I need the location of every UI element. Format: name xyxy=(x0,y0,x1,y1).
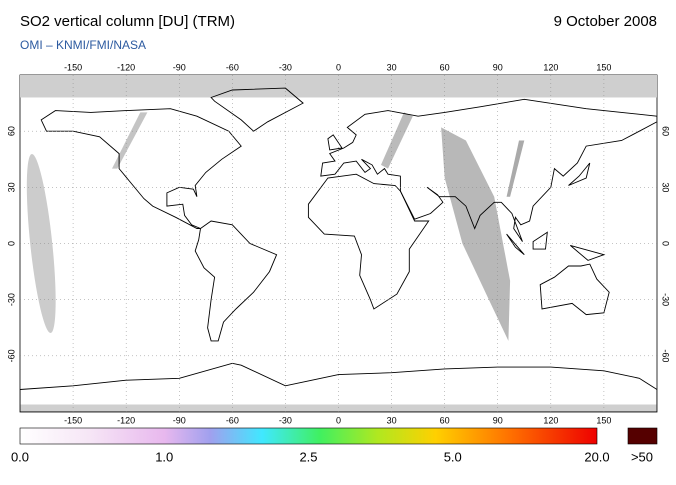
lat-label: -60 xyxy=(6,349,16,362)
no-data-swath xyxy=(26,153,56,334)
lat-label: 60 xyxy=(661,126,671,136)
lon-label: -30 xyxy=(279,415,292,425)
lon-label: -30 xyxy=(279,62,292,72)
lon-label: -90 xyxy=(173,415,186,425)
lon-label: -150 xyxy=(64,62,82,72)
coastline xyxy=(194,220,278,342)
lon-label: -120 xyxy=(117,415,135,425)
title: SO2 vertical column [DU] (TRM) xyxy=(20,13,235,30)
lat-label: -30 xyxy=(6,293,16,306)
colorbar-label: 2.5 xyxy=(299,449,317,464)
colorbar-label: 20.0 xyxy=(584,449,609,464)
coastline xyxy=(307,173,430,310)
coastline xyxy=(320,98,657,242)
coastline xyxy=(20,362,657,412)
lon-label: 60 xyxy=(440,62,450,72)
lon-label: 0 xyxy=(336,62,341,72)
lat-label: 0 xyxy=(661,241,671,246)
no-data-swath xyxy=(112,112,148,169)
date: 9 October 2008 xyxy=(554,13,657,30)
lat-label: -60 xyxy=(661,349,671,362)
no-data-band xyxy=(20,404,657,412)
coastline xyxy=(568,162,591,186)
lon-label: 120 xyxy=(543,62,558,72)
colorbar-overflow xyxy=(627,427,658,445)
colorbar-label: 5.0 xyxy=(444,449,462,464)
coastline xyxy=(506,233,525,256)
colorbar-label: 0.0 xyxy=(11,449,29,464)
lat-label: 30 xyxy=(661,182,671,192)
colorbar-label: 1.0 xyxy=(155,449,173,464)
lon-label: 30 xyxy=(387,62,397,72)
lon-label: 150 xyxy=(596,62,611,72)
lon-label: -60 xyxy=(226,415,239,425)
lon-label: -60 xyxy=(226,62,239,72)
coastline xyxy=(327,134,343,151)
colorbar-label: >50 xyxy=(631,449,653,464)
lat-label: 60 xyxy=(6,126,16,136)
lon-label: 0 xyxy=(336,415,341,425)
coastline xyxy=(532,231,548,250)
lon-label: -90 xyxy=(173,62,186,72)
lon-label: 90 xyxy=(493,415,503,425)
coastline xyxy=(210,87,304,132)
coastline xyxy=(40,108,242,229)
lon-label: -120 xyxy=(117,62,135,72)
coastline xyxy=(539,263,610,316)
lon-label: 60 xyxy=(440,415,450,425)
lon-label: -150 xyxy=(64,415,82,425)
no-data-band xyxy=(20,75,657,98)
no-data-swath xyxy=(506,140,525,197)
lon-label: 120 xyxy=(543,415,558,425)
coastline xyxy=(570,244,606,261)
colorbar xyxy=(19,427,598,445)
lon-label: 90 xyxy=(493,62,503,72)
credit: OMI – KNMI/FMI/NASA xyxy=(20,38,146,52)
lat-label: 30 xyxy=(6,182,16,192)
lat-label: 0 xyxy=(6,241,16,246)
lat-label: -30 xyxy=(661,293,671,306)
no-data-swath xyxy=(381,112,413,169)
lon-label: 30 xyxy=(387,415,397,425)
lon-label: 150 xyxy=(596,415,611,425)
no-data-swath xyxy=(441,127,511,341)
